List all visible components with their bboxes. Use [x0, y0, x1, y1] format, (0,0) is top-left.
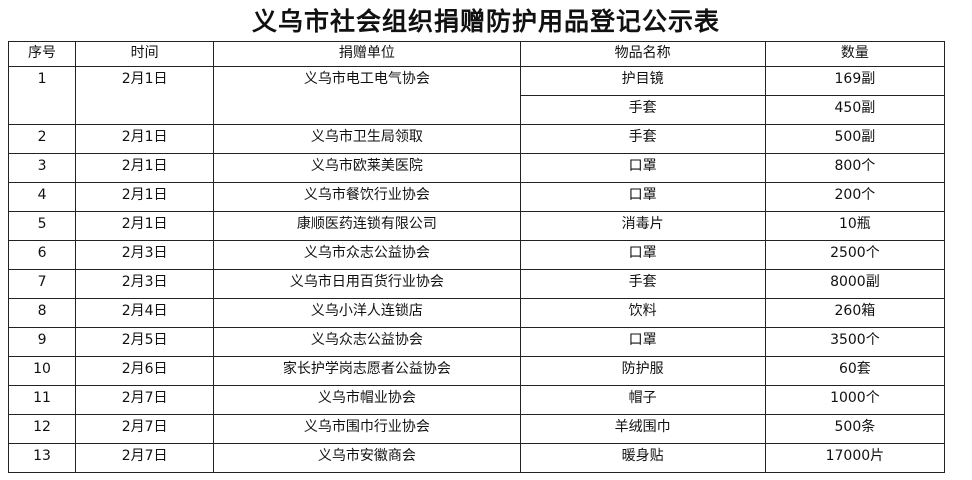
cell-donor: 义乌市帽业协会 — [213, 385, 521, 415]
cell-no: 6 — [7, 240, 77, 270]
cell-qty: 500副 — [764, 124, 946, 154]
header-qty: 数量 — [764, 41, 946, 67]
cell-item: 手套 — [519, 269, 766, 299]
cell-date: 2月3日 — [75, 269, 215, 299]
cell-date: 2月7日 — [75, 414, 215, 444]
table-row: 5 2月1日 康顺医药连锁有限公司 消毒片 10瓶 — [7, 211, 946, 241]
table-row: 12 2月7日 义乌市围巾行业协会 羊绒围巾 500条 — [7, 414, 946, 444]
cell-item: 口罩 — [519, 240, 766, 270]
cell-date: 2月1日 — [75, 66, 215, 125]
table-row: 手套 450副 — [9, 95, 946, 125]
table-row: 7 2月3日 义乌市日用百货行业协会 手套 8000副 — [7, 269, 946, 299]
cell-qty: 200个 — [764, 182, 946, 212]
cell-item: 羊绒围巾 — [519, 414, 766, 444]
cell-date: 2月1日 — [75, 153, 215, 183]
table-row: 4 2月1日 义乌市餐饮行业协会 口罩 200个 — [7, 182, 946, 212]
cell-date: 2月5日 — [75, 327, 215, 357]
cell-item: 口罩 — [519, 153, 766, 183]
cell-item: 消毒片 — [519, 211, 766, 241]
cell-item: 暖身贴 — [519, 443, 766, 473]
cell-qty: 169副 — [764, 66, 946, 96]
cell-qty: 2500个 — [764, 240, 946, 270]
cell-item: 护目镜 — [519, 66, 766, 96]
table-row: 11 2月7日 义乌市帽业协会 帽子 1000个 — [7, 385, 946, 415]
cell-donor: 义乌市餐饮行业协会 — [213, 182, 521, 212]
cell-no: 3 — [7, 153, 77, 183]
cell-date: 2月1日 — [75, 211, 215, 241]
cell-donor: 义乌市众志公益协会 — [213, 240, 521, 270]
header-donor: 捐赠单位 — [213, 41, 521, 67]
cell-no: 10 — [7, 356, 77, 386]
header-no: 序号 — [7, 41, 77, 67]
donation-table: 序号 时间 捐赠单位 物品名称 数量 1 2月1日 义乌市电工电气协会 护目镜 … — [7, 41, 946, 473]
cell-donor: 义乌市卫生局领取 — [213, 124, 521, 154]
cell-date: 2月1日 — [75, 182, 215, 212]
table-row: 9 2月5日 义乌众志公益协会 口罩 3500个 — [7, 327, 946, 357]
document-title: 义乌市社会组织捐赠防护用品登记公示表 — [251, 7, 720, 36]
cell-item: 口罩 — [519, 327, 766, 357]
cell-no: 1 — [7, 66, 77, 125]
cell-qty: 500条 — [764, 414, 946, 444]
cell-date: 2月7日 — [75, 443, 215, 473]
cell-qty: 17000片 — [764, 443, 946, 473]
cell-qty: 8000副 — [764, 269, 946, 299]
cell-donor: 义乌市电工电气协会 — [213, 66, 521, 125]
table-row: 13 2月7日 义乌市安徽商会 暖身贴 17000片 — [7, 443, 946, 473]
cell-item: 手套 — [519, 95, 766, 125]
cell-donor: 家长护学岗志愿者公益协会 — [213, 356, 521, 386]
cell-donor: 义乌市安徽商会 — [213, 443, 521, 473]
cell-donor: 义乌市围巾行业协会 — [213, 414, 521, 444]
cell-qty: 1000个 — [764, 385, 946, 415]
header-row: 序号 时间 捐赠单位 物品名称 数量 — [7, 41, 946, 67]
table-row: 8 2月4日 义乌小洋人连锁店 饮料 260箱 — [7, 298, 946, 328]
cell-no: 13 — [7, 443, 77, 473]
table-row: 6 2月3日 义乌市众志公益协会 口罩 2500个 — [7, 240, 946, 270]
cell-no: 2 — [7, 124, 77, 154]
cell-no: 4 — [7, 182, 77, 212]
cell-item: 帽子 — [519, 385, 766, 415]
cell-qty: 3500个 — [764, 327, 946, 357]
cell-no: 7 — [7, 269, 77, 299]
cell-no: 8 — [7, 298, 77, 328]
cell-date: 2月1日 — [75, 124, 215, 154]
table-row: 10 2月6日 家长护学岗志愿者公益协会 防护服 60套 — [7, 356, 946, 386]
cell-qty: 10瓶 — [764, 211, 946, 241]
cell-qty: 60套 — [764, 356, 946, 386]
cell-no: 9 — [7, 327, 77, 357]
cell-item: 饮料 — [519, 298, 766, 328]
cell-item: 防护服 — [519, 356, 766, 386]
table-row: 1 2月1日 义乌市电工电气协会 护目镜 169副 — [7, 66, 946, 125]
table-row: 2 2月1日 义乌市卫生局领取 手套 500副 — [7, 124, 946, 154]
table-row: 3 2月1日 义乌市欧莱美医院 口罩 800个 — [7, 153, 946, 183]
cell-date: 2月6日 — [75, 356, 215, 386]
cell-date: 2月4日 — [75, 298, 215, 328]
header-item: 物品名称 — [519, 41, 766, 67]
cell-item: 手套 — [519, 124, 766, 154]
cell-qty: 450副 — [764, 95, 946, 125]
cell-date: 2月3日 — [75, 240, 215, 270]
cell-donor: 义乌小洋人连锁店 — [213, 298, 521, 328]
cell-qty: 800个 — [764, 153, 946, 183]
cell-donor: 义乌市日用百货行业协会 — [213, 269, 521, 299]
header-date: 时间 — [75, 41, 215, 67]
cell-date: 2月7日 — [75, 385, 215, 415]
cell-no: 11 — [7, 385, 77, 415]
cell-no: 5 — [7, 211, 77, 241]
cell-item: 口罩 — [519, 182, 766, 212]
cell-donor: 康顺医药连锁有限公司 — [213, 211, 521, 241]
cell-no: 12 — [7, 414, 77, 444]
cell-donor: 义乌众志公益协会 — [213, 327, 521, 357]
cell-qty: 260箱 — [764, 298, 946, 328]
cell-donor: 义乌市欧莱美医院 — [213, 153, 521, 183]
